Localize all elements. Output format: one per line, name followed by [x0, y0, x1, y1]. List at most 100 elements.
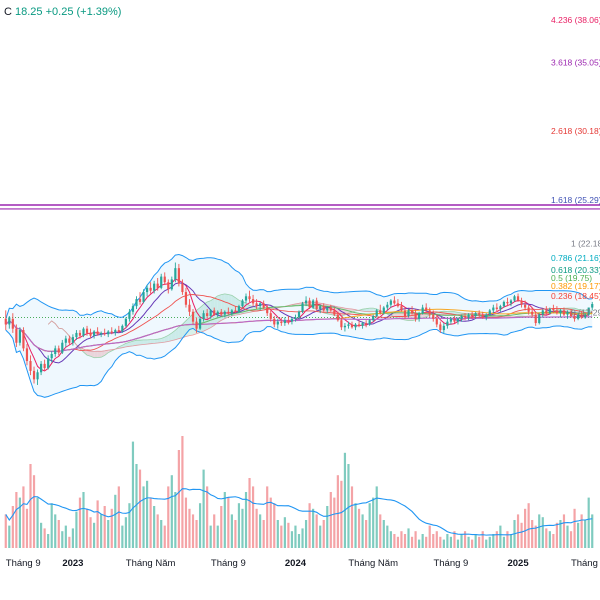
volume-bar: [191, 514, 195, 548]
volume-bar: [471, 539, 474, 548]
candle: [255, 299, 258, 309]
candle: [32, 366, 36, 384]
candle: [131, 303, 135, 315]
cloud-segment: [185, 317, 190, 337]
volume-bar: [121, 525, 124, 548]
candle-body: [18, 330, 21, 343]
cloud-segment: [154, 339, 158, 344]
candle: [407, 308, 410, 318]
candle-body: [587, 307, 590, 315]
change-value: +0.25: [45, 6, 74, 18]
cloud-segment: [207, 300, 211, 330]
candle: [297, 310, 301, 319]
cloud-segment: [171, 330, 176, 341]
candle-body: [145, 287, 149, 293]
volume-bar: [354, 503, 357, 548]
candle: [340, 317, 343, 331]
cloud-segment: [157, 338, 162, 343]
candle: [85, 325, 89, 336]
candle: [527, 304, 530, 315]
candle: [562, 307, 566, 316]
candle: [167, 279, 170, 294]
candle: [276, 318, 279, 329]
x-tick-label: Tháng 9: [6, 558, 41, 569]
candle-body: [467, 314, 470, 318]
close-label: C: [4, 6, 12, 18]
candle: [333, 307, 336, 316]
candle-body: [276, 321, 279, 325]
candle-body: [421, 307, 424, 314]
volume-bar: [54, 514, 57, 548]
candle: [584, 313, 587, 319]
volume-bar: [181, 436, 184, 548]
candle-body: [488, 310, 491, 315]
volume-bar: [386, 525, 389, 548]
candle: [25, 344, 29, 366]
candle-body: [414, 313, 417, 319]
volume-bar: [467, 536, 470, 548]
candle: [389, 299, 392, 308]
volume-bar: [474, 534, 477, 548]
candle-body: [230, 310, 233, 314]
volume-bar: [435, 531, 438, 548]
candle: [269, 310, 272, 322]
cloud-segment: [140, 339, 144, 345]
volume-bar: [312, 508, 315, 548]
close-value: 18.25: [15, 6, 43, 18]
candle-body: [248, 296, 251, 300]
candle-body: [216, 311, 219, 315]
candle-body: [4, 318, 7, 325]
volume-bar: [43, 528, 46, 548]
candle-body: [393, 300, 396, 304]
candle-body: [354, 324, 357, 328]
volume-bar: [577, 522, 580, 548]
candle: [580, 311, 583, 319]
candle: [446, 318, 449, 329]
candle-body: [78, 332, 82, 336]
volume-bar: [481, 531, 484, 548]
candle: [453, 316, 456, 324]
candle-body: [400, 306, 403, 311]
candle: [195, 317, 198, 333]
candle-body: [322, 306, 325, 311]
volume-bar: [276, 520, 279, 548]
candle-body: [266, 307, 269, 314]
candle: [591, 301, 594, 311]
x-tick-label: Tháng Năm: [348, 558, 398, 569]
candle: [308, 297, 311, 309]
candle: [538, 313, 541, 325]
candle: [559, 308, 562, 318]
candle: [442, 323, 445, 333]
volume-bar: [333, 497, 336, 548]
candle-body: [573, 316, 576, 319]
candle-body: [170, 279, 173, 290]
fib-label-3-618: 3.618 (35.05): [551, 58, 600, 68]
candle-body: [195, 321, 198, 329]
volume-bar: [403, 534, 407, 548]
ma-200: [5, 316, 593, 353]
candle: [485, 313, 488, 321]
volume-bar: [153, 506, 156, 548]
volume-bar: [4, 514, 7, 548]
volume-bar: [545, 528, 548, 548]
candle-body: [357, 324, 361, 326]
candle: [160, 273, 163, 290]
candle-body: [11, 318, 14, 329]
candle-body: [453, 318, 456, 322]
candle-body: [209, 310, 212, 316]
cloud-segment: [366, 308, 370, 312]
candle-body: [181, 283, 184, 293]
candle-body: [280, 321, 283, 324]
volume-bar: [68, 536, 71, 548]
volume-bar: [259, 514, 262, 548]
candle: [287, 316, 290, 325]
fib-label-0-786: 0.786 (21.16): [551, 253, 600, 263]
volume-bar: [343, 452, 347, 548]
volume-bar: [145, 480, 149, 548]
candle: [322, 303, 325, 312]
volume-bar: [559, 520, 562, 548]
volume-bar: [71, 528, 74, 548]
volume-bar: [78, 497, 82, 548]
